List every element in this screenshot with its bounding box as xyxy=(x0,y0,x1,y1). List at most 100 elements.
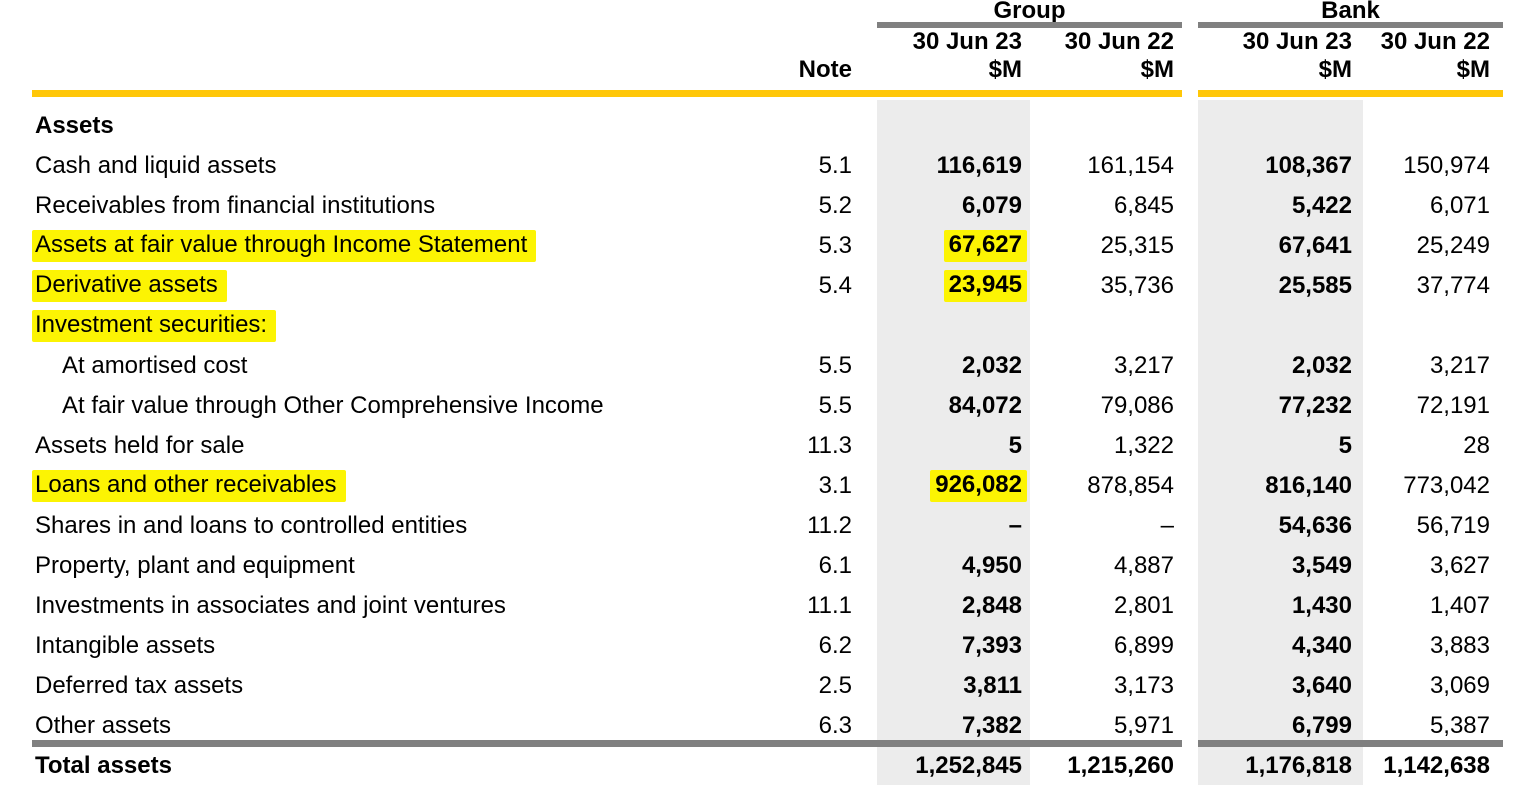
table-header: Group Bank 30 Jun 23 30 Jun 22 30 Jun 23… xyxy=(0,0,1529,100)
row-label: Total assets xyxy=(35,752,172,779)
row-note: 6.3 xyxy=(818,712,852,739)
column-gap xyxy=(1182,260,1198,300)
bank-jun23-value: 4,340 xyxy=(1198,620,1363,660)
group-jun22-value: 6,899 xyxy=(1113,632,1174,659)
note-column-header: Note xyxy=(798,56,852,83)
row-note: 5.2 xyxy=(818,192,852,219)
column-gap xyxy=(1182,340,1198,380)
bank-jun23-value xyxy=(1198,300,1363,340)
row-label-cell: Derivative assets xyxy=(0,260,757,302)
group-jun23-value: 2,848 xyxy=(877,580,1030,620)
group-jun23-header: 30 Jun 23 xyxy=(912,28,1022,55)
column-gap xyxy=(1182,620,1198,660)
table-row: At fair value through Other Comprehensiv… xyxy=(0,380,1529,420)
group-jun22-value: 1,215,260 xyxy=(1030,740,1182,785)
bank-jun23-value: 108,367 xyxy=(1198,140,1363,180)
bank-header-rule xyxy=(1198,22,1503,28)
row-label: Property, plant and equipment xyxy=(35,552,355,579)
column-gap xyxy=(1182,300,1198,340)
date-header-row: 30 Jun 23 30 Jun 22 30 Jun 23 30 Jun 22 xyxy=(0,28,1529,55)
bank-jun23-value: 3,640 xyxy=(1198,660,1363,700)
bank-jun22-unit-label: $M xyxy=(1456,56,1490,83)
bank-jun22-value: 5,387 xyxy=(1429,712,1490,739)
row-label-cell: Cash and liquid assets xyxy=(0,140,757,180)
group-jun22-value: 3,173 xyxy=(1113,672,1174,699)
group-jun23-value: 23,945 xyxy=(877,260,1030,302)
bank-jun22-value: 72,191 xyxy=(1416,392,1490,419)
row-label: Intangible assets xyxy=(35,632,216,659)
table-row: Receivables from financial institutions … xyxy=(0,180,1529,220)
group-jun23-value: 2,032 xyxy=(877,340,1030,380)
row-label-cell: Assets held for sale xyxy=(0,420,757,460)
bank-jun22-value: 25,249 xyxy=(1416,232,1490,259)
group-jun22-value: 3,217 xyxy=(1113,352,1174,379)
bank-jun22-value: 3,627 xyxy=(1429,552,1490,579)
table-row: Other assets 6.3 7,382 5,971 6,799 5,387 xyxy=(0,700,1529,740)
group-jun23-value: 1,252,845 xyxy=(877,740,1030,785)
row-label: Receivables from financial institutions xyxy=(35,192,436,219)
row-label-cell: At amortised cost xyxy=(0,340,757,380)
bank-jun22-value: 37,774 xyxy=(1416,272,1490,299)
column-gap xyxy=(1182,740,1198,785)
bank-jun22-value: 3,069 xyxy=(1429,672,1490,699)
group-jun22-value: 25,315 xyxy=(1100,232,1174,259)
gold-divider-right xyxy=(1198,90,1503,97)
row-label: Deferred tax assets xyxy=(35,672,244,699)
row-note xyxy=(757,100,877,140)
group-jun23-value: 926,082 xyxy=(877,460,1030,502)
table-row: Assets held for sale 11.3 5 1,322 5 28 xyxy=(0,420,1529,460)
table-row: At amortised cost 5.5 2,032 3,217 2,032 … xyxy=(0,340,1529,380)
bank-jun23-value: 1,176,818 xyxy=(1198,740,1363,785)
row-note: 6.2 xyxy=(818,632,852,659)
row-label-cell: Property, plant and equipment xyxy=(0,540,757,580)
row-label: Other assets xyxy=(35,712,172,739)
group-jun22-value xyxy=(1030,300,1182,340)
row-label-cell: Deferred tax assets xyxy=(0,660,757,700)
bank-jun22-value: 1,407 xyxy=(1429,592,1490,619)
row-label: At fair value through Other Comprehensiv… xyxy=(62,392,604,419)
group-jun23-value: 6,079 xyxy=(877,180,1030,220)
bank-jun22-value xyxy=(1363,300,1503,340)
group-jun22-value: 35,736 xyxy=(1100,272,1174,299)
bank-jun22-value: 56,719 xyxy=(1416,512,1490,539)
bank-jun22-value: 1,142,638 xyxy=(1363,740,1503,785)
row-label: Shares in and loans to controlled entiti… xyxy=(35,512,468,539)
column-gap xyxy=(1182,140,1198,180)
row-note: 3.1 xyxy=(818,472,852,499)
row-note: 11.2 xyxy=(807,512,852,539)
column-gap xyxy=(1182,220,1198,260)
bank-jun23-value: 5,422 xyxy=(1198,180,1363,220)
group-jun22-value: 4,887 xyxy=(1113,552,1174,579)
bank-jun22-value: 3,883 xyxy=(1429,632,1490,659)
row-label-cell: Assets at fair value through Income Stat… xyxy=(0,220,757,262)
row-label: Investment securities: xyxy=(32,310,277,342)
column-gap xyxy=(1182,700,1198,740)
bank-jun22-value xyxy=(1363,100,1503,140)
row-note: 2.5 xyxy=(818,672,852,699)
group-jun22-header: 30 Jun 22 xyxy=(1064,28,1174,55)
row-label: Cash and liquid assets xyxy=(35,152,277,179)
column-gap xyxy=(1182,460,1198,500)
row-label: At amortised cost xyxy=(62,352,248,379)
group-jun23-value: – xyxy=(877,500,1030,540)
row-label-cell: At fair value through Other Comprehensiv… xyxy=(0,380,757,420)
row-label-cell: Investments in associates and joint vent… xyxy=(0,580,757,620)
table-row: Shares in and loans to controlled entiti… xyxy=(0,500,1529,540)
row-label-cell: Assets xyxy=(0,100,757,140)
bank-jun22-value: 150,974 xyxy=(1403,152,1490,179)
table-row: Intangible assets 6.2 7,393 6,899 4,340 … xyxy=(0,620,1529,660)
row-label: Investments in associates and joint vent… xyxy=(35,592,506,619)
group-jun22-unit-label: $M xyxy=(1140,56,1174,83)
column-gap xyxy=(1182,100,1198,140)
bank-jun22-value: 6,071 xyxy=(1429,192,1490,219)
bank-jun22-value: 3,217 xyxy=(1429,352,1490,379)
group-jun22-value: 2,801 xyxy=(1113,592,1174,619)
group-jun23-value: 67,627 xyxy=(877,220,1030,262)
group-section-label: Group xyxy=(993,0,1066,24)
row-label: Assets xyxy=(35,112,114,139)
group-jun22-value: 6,845 xyxy=(1113,192,1174,219)
column-gap xyxy=(1182,500,1198,540)
bank-jun23-value: 816,140 xyxy=(1198,460,1363,500)
bank-jun23-value: 6,799 xyxy=(1198,700,1363,740)
